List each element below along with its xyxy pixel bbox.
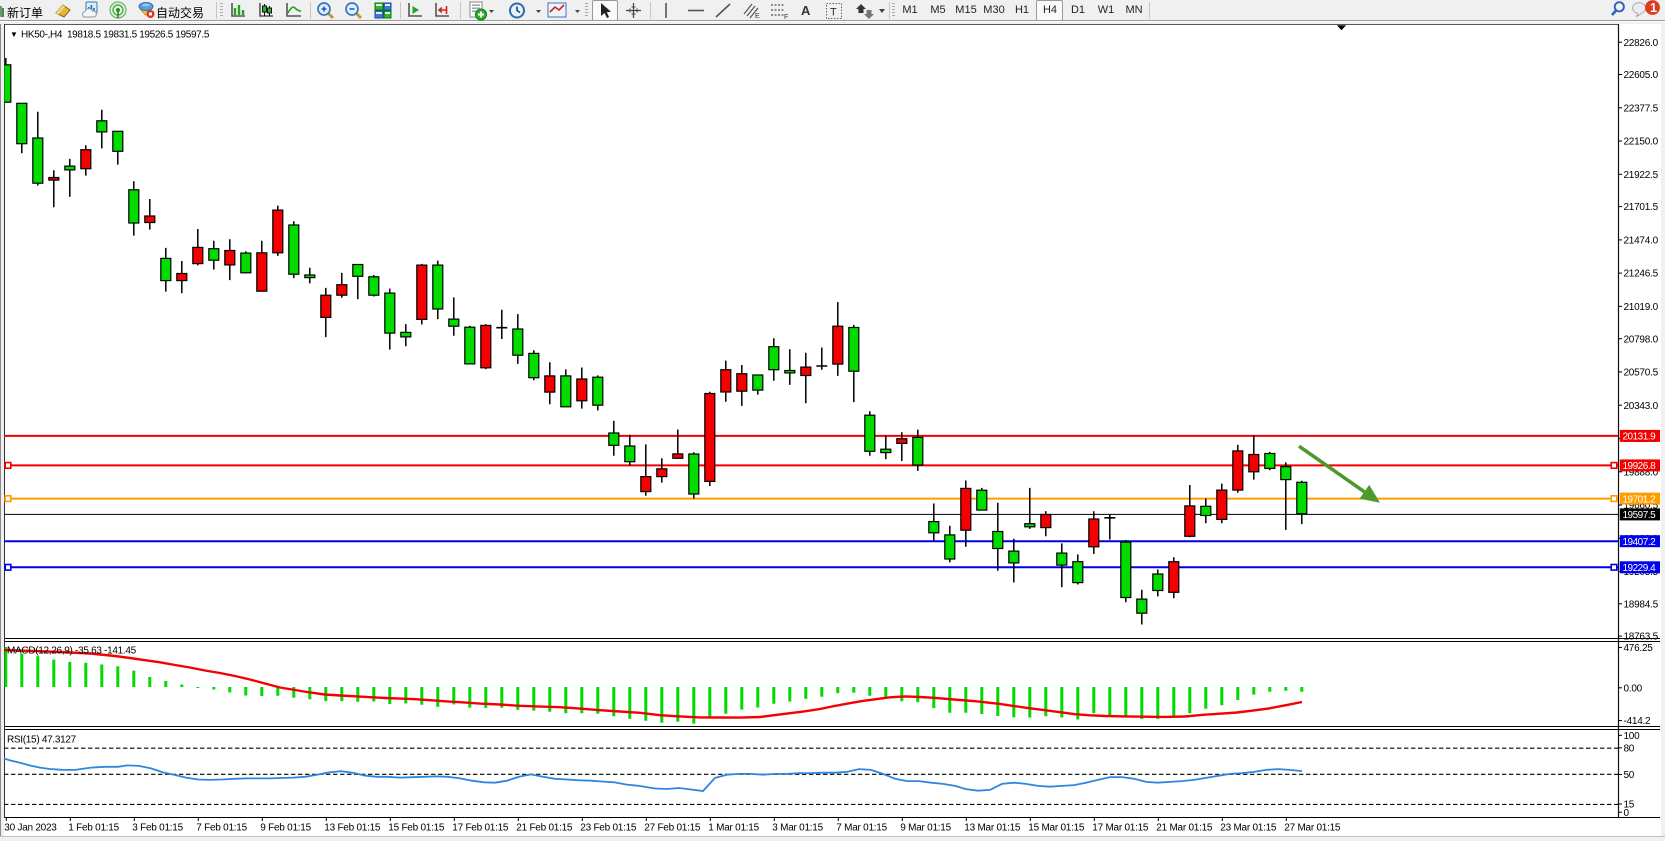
svg-text:19229.4: 19229.4	[1623, 563, 1657, 574]
svg-text:E: E	[755, 13, 760, 20]
svg-text:13 Feb 01:15: 13 Feb 01:15	[324, 823, 381, 834]
svg-text:22377.5: 22377.5	[1624, 103, 1659, 114]
svg-text:27 Mar 01:15: 27 Mar 01:15	[1284, 823, 1341, 834]
svg-text:17 Feb 01:15: 17 Feb 01:15	[452, 823, 509, 834]
svg-text:23 Feb 01:15: 23 Feb 01:15	[580, 823, 637, 834]
svg-text:19701.2: 19701.2	[1623, 494, 1657, 505]
svg-text:MACD(12,26,9) -35.63 -141.45: MACD(12,26,9) -35.63 -141.45	[7, 646, 137, 657]
svg-text:30 Jan 2023: 30 Jan 2023	[4, 823, 57, 834]
svg-text:21474.0: 21474.0	[1624, 236, 1659, 247]
svg-text:1: 1	[1650, 1, 1657, 15]
svg-text:15: 15	[1624, 800, 1635, 811]
svg-text:23 Mar 01:15: 23 Mar 01:15	[1220, 823, 1277, 834]
svg-text:19926.8: 19926.8	[1623, 461, 1657, 472]
svg-text:19888.0: 19888.0	[1624, 467, 1659, 478]
svg-text:19597.5: 19597.5	[1623, 510, 1657, 521]
svg-text:18984.5: 18984.5	[1624, 599, 1659, 610]
svg-text:1 Feb 01:15: 1 Feb 01:15	[68, 823, 119, 834]
svg-text:22150.0: 22150.0	[1624, 137, 1659, 148]
svg-text:21 Feb 01:15: 21 Feb 01:15	[516, 823, 573, 834]
svg-text:3 Mar 01:15: 3 Mar 01:15	[772, 823, 823, 834]
svg-text:22826.0: 22826.0	[1624, 38, 1659, 49]
svg-text:RSI(15) 47.3127: RSI(15) 47.3127	[7, 735, 77, 746]
svg-text:9 Feb 01:15: 9 Feb 01:15	[260, 823, 311, 834]
svg-text:100: 100	[1624, 731, 1641, 742]
svg-text:13 Mar 01:15: 13 Mar 01:15	[964, 823, 1021, 834]
svg-text:80: 80	[1624, 743, 1635, 754]
svg-text:F: F	[784, 14, 788, 20]
svg-text:20798.0: 20798.0	[1624, 334, 1659, 345]
svg-text:15 Feb 01:15: 15 Feb 01:15	[388, 823, 445, 834]
svg-text:9 Mar 01:15: 9 Mar 01:15	[900, 823, 951, 834]
svg-text:20343.0: 20343.0	[1624, 401, 1659, 412]
svg-text:7 Mar 01:15: 7 Mar 01:15	[836, 823, 887, 834]
svg-text:7 Feb 01:15: 7 Feb 01:15	[196, 823, 247, 834]
svg-text:20570.5: 20570.5	[1624, 368, 1659, 379]
svg-text:15 Mar 01:15: 15 Mar 01:15	[1028, 823, 1085, 834]
svg-text:1 Mar 01:15: 1 Mar 01:15	[708, 823, 759, 834]
svg-text:21246.5: 21246.5	[1624, 269, 1659, 280]
svg-text:50: 50	[1624, 770, 1635, 781]
svg-text:21922.5: 21922.5	[1624, 170, 1659, 181]
svg-text:18763.5: 18763.5	[1624, 632, 1659, 643]
svg-text:19407.2: 19407.2	[1623, 537, 1657, 548]
svg-text:22605.0: 22605.0	[1624, 70, 1659, 81]
svg-text:21 Mar 01:15: 21 Mar 01:15	[1156, 823, 1213, 834]
svg-text:T: T	[830, 7, 837, 19]
svg-text:3 Feb 01:15: 3 Feb 01:15	[132, 823, 183, 834]
svg-text:0.00: 0.00	[1624, 683, 1643, 694]
svg-text:19660.5: 19660.5	[1624, 501, 1659, 512]
svg-text:-414.2: -414.2	[1624, 716, 1652, 727]
svg-text:17 Mar 01:15: 17 Mar 01:15	[1092, 823, 1149, 834]
svg-text:476.25: 476.25	[1624, 643, 1654, 654]
svg-text:▼: ▼	[10, 30, 18, 39]
svg-text:HK50-,H4 19818.5 19831.5 1952: HK50-,H4 19818.5 19831.5 19526.5 19597.5	[21, 30, 210, 41]
svg-text:21701.5: 21701.5	[1624, 202, 1659, 213]
svg-text:21019.0: 21019.0	[1624, 302, 1659, 313]
svg-text:20131.9: 20131.9	[1623, 432, 1657, 443]
svg-text:27 Feb 01:15: 27 Feb 01:15	[644, 823, 701, 834]
svg-text:0: 0	[1624, 808, 1630, 819]
